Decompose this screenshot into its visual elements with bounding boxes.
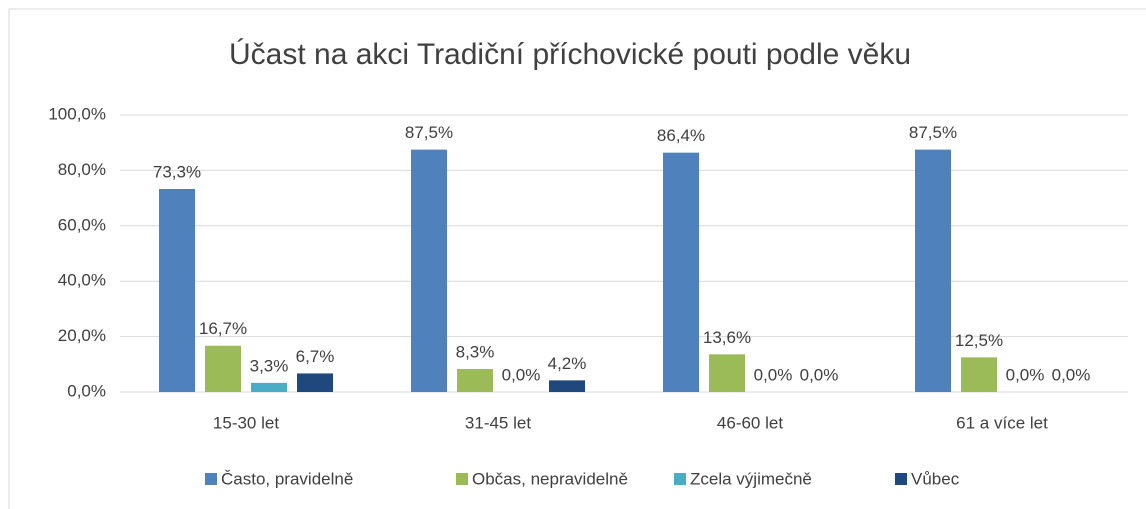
bar — [411, 149, 447, 392]
bar — [457, 369, 493, 392]
y-tick-label: 80,0% — [58, 160, 106, 179]
y-tick-label: 20,0% — [58, 326, 106, 345]
data-label: 0,0% — [1006, 365, 1045, 384]
data-label: 87,5% — [909, 123, 957, 142]
data-label: 87,5% — [405, 123, 453, 142]
data-label: 16,7% — [199, 319, 247, 338]
data-label: 0,0% — [800, 365, 839, 384]
x-tick-label: 15-30 let — [213, 413, 279, 432]
y-tick-label: 0,0% — [67, 381, 106, 400]
x-tick-label: 31-45 let — [465, 413, 531, 432]
data-label: 73,3% — [153, 162, 201, 181]
bar — [915, 149, 951, 392]
data-label: 0,0% — [754, 365, 793, 384]
data-label: 12,5% — [955, 331, 1003, 350]
data-label: 3,3% — [250, 356, 289, 375]
legend-label: Občas, nepravidelně — [472, 469, 628, 488]
data-label: 86,4% — [657, 126, 705, 145]
legend-swatch — [674, 473, 686, 485]
chart-frame — [8, 8, 1146, 509]
data-label: 13,6% — [703, 328, 751, 347]
bar — [297, 373, 333, 392]
legend-swatch — [895, 473, 907, 485]
legend-swatch — [205, 473, 217, 485]
legend-label: Zcela výjimečně — [690, 469, 812, 488]
y-tick-label: 40,0% — [58, 271, 106, 290]
legend-swatch — [456, 473, 468, 485]
x-tick-label: 61 a více let — [956, 413, 1048, 432]
bar — [159, 188, 195, 392]
data-label: 4,2% — [548, 354, 587, 373]
data-label: 0,0% — [1052, 365, 1091, 384]
bar — [663, 152, 699, 392]
data-label: 8,3% — [456, 342, 495, 361]
bar — [251, 382, 287, 392]
bar — [205, 345, 241, 392]
data-label: 6,7% — [296, 347, 335, 366]
legend-label: Často, pravidelně — [221, 469, 353, 488]
y-tick-label: 100,0% — [48, 104, 106, 123]
bar — [709, 354, 745, 392]
bar — [549, 380, 585, 392]
bar — [961, 357, 997, 392]
legend-label: Vůbec — [911, 469, 960, 488]
y-tick-label: 60,0% — [58, 215, 106, 234]
x-tick-label: 46-60 let — [717, 413, 783, 432]
data-label: 0,0% — [502, 365, 541, 384]
chart-title: Účast na akci Tradiční příchovické pouti… — [229, 38, 911, 71]
